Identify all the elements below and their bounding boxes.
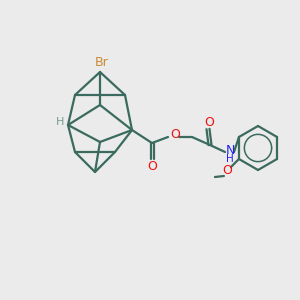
Text: O: O [170, 128, 180, 140]
Text: N: N [225, 145, 235, 158]
Text: H: H [56, 117, 64, 127]
Text: H: H [226, 154, 234, 164]
Text: O: O [204, 116, 214, 128]
Text: Br: Br [95, 56, 109, 68]
Text: O: O [222, 164, 232, 178]
Text: O: O [147, 160, 157, 172]
